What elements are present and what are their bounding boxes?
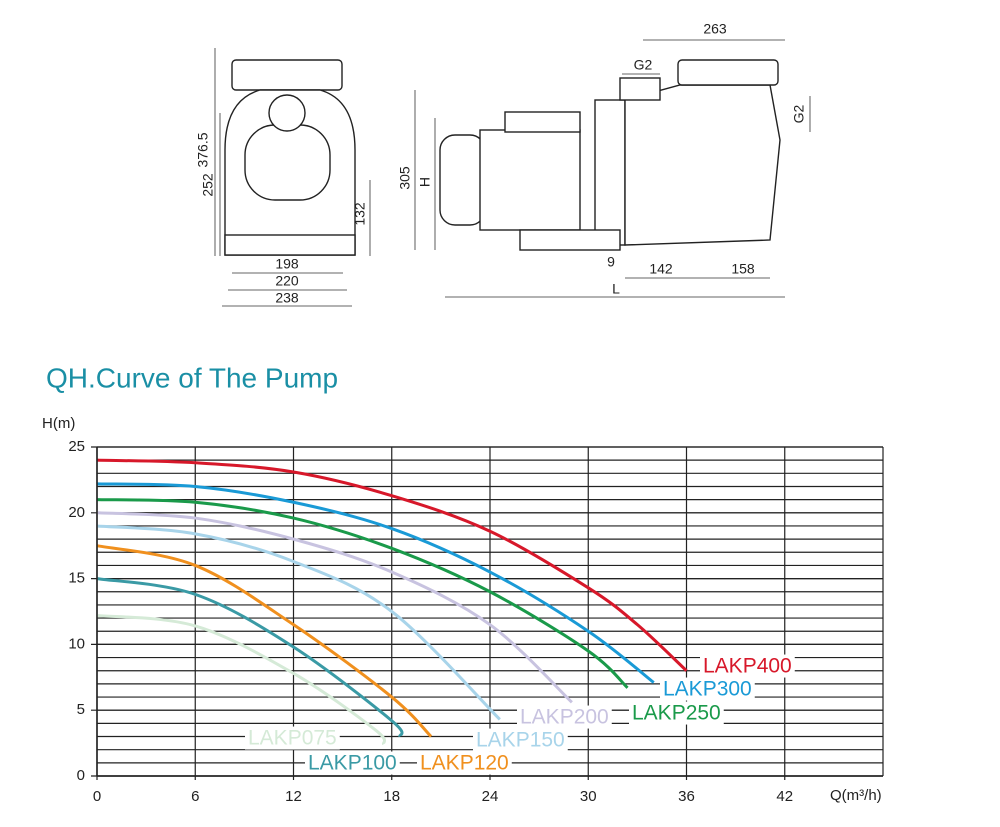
label-background xyxy=(417,751,512,775)
y-tick-label: 20 xyxy=(68,504,85,521)
motor-cap xyxy=(439,134,486,226)
dimension-label: 142 xyxy=(649,261,673,277)
flange xyxy=(594,99,626,246)
dimension-label: 158 xyxy=(731,261,755,277)
dimension-label: G2 xyxy=(634,57,653,73)
technical-drawing: 263 G2 G2 376.5 252 132 305 H 198 220 23… xyxy=(195,21,811,307)
series-label: LAKP100 xyxy=(308,752,397,775)
series-label: LAKP075 xyxy=(248,727,337,750)
x-tick-label: 30 xyxy=(580,788,597,805)
x-axis-label: Q(m³/h) xyxy=(830,787,882,804)
y-tick-label: 10 xyxy=(68,635,85,652)
dimension-label: G2 xyxy=(791,104,807,123)
terminal-box xyxy=(504,111,581,133)
x-tick-label: 24 xyxy=(482,788,499,805)
x-tick-label: 18 xyxy=(383,788,400,805)
label-background xyxy=(473,728,568,752)
series-label: LAKP150 xyxy=(476,729,565,752)
basket-lid xyxy=(231,59,343,91)
outlet xyxy=(619,77,661,101)
y-tick-label: 15 xyxy=(68,570,85,587)
base xyxy=(519,229,621,251)
chart-title: QH.Curve of The Pump xyxy=(46,362,338,393)
y-tick-label: 25 xyxy=(68,438,85,455)
x-tick-label: 0 xyxy=(93,788,101,805)
label-background xyxy=(305,751,400,775)
basket-lid xyxy=(677,59,779,86)
pump-housing xyxy=(624,84,781,246)
dimension-label: 376.5 xyxy=(195,132,211,167)
dimension-label: 238 xyxy=(275,290,299,306)
dimension-label: 9 xyxy=(607,254,615,270)
series-label: LAKP250 xyxy=(632,702,721,725)
curve xyxy=(96,511,573,704)
port xyxy=(268,94,306,132)
curve xyxy=(96,544,433,738)
dimension-label: 132 xyxy=(352,202,368,226)
x-tick-label: 6 xyxy=(191,788,199,805)
dimension-label: 198 xyxy=(275,256,299,272)
series-label: LAKP400 xyxy=(703,655,792,678)
label-background xyxy=(245,726,340,750)
label-background xyxy=(660,677,755,701)
label-background xyxy=(700,654,795,678)
dimension-label: H xyxy=(417,177,433,187)
x-tick-label: 12 xyxy=(285,788,302,805)
x-tick-label: 42 xyxy=(776,788,793,805)
dimension-label: L xyxy=(612,281,620,297)
series-label: LAKP300 xyxy=(663,678,752,701)
label-background xyxy=(517,705,612,729)
dimension-label: 263 xyxy=(703,21,727,37)
series-label: LAKP200 xyxy=(520,706,609,729)
body-window xyxy=(244,124,331,201)
y-tick-label: 0 xyxy=(77,767,85,784)
curve xyxy=(96,613,387,746)
curve xyxy=(96,524,501,721)
dimension-label: 305 xyxy=(397,166,413,190)
base xyxy=(224,234,356,256)
dimension-label: 220 xyxy=(275,273,299,289)
curve xyxy=(96,577,404,738)
curve xyxy=(96,482,655,684)
motor xyxy=(479,129,581,231)
curve xyxy=(96,458,688,672)
x-tick-label: 36 xyxy=(678,788,695,805)
label-background xyxy=(629,701,724,725)
dimension-label: 252 xyxy=(200,173,216,197)
y-tick-label: 5 xyxy=(77,701,85,718)
series-label: LAKP120 xyxy=(420,752,509,775)
curve xyxy=(96,498,629,689)
y-axis-label: H(m) xyxy=(42,415,75,432)
